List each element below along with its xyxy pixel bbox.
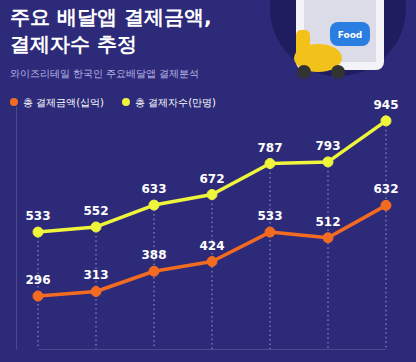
data-label: 945 [373,98,398,112]
annotation: Food [338,30,363,40]
y-axis [16,107,17,350]
series-line [38,205,386,296]
drop-line [328,162,329,349]
wheel [297,65,311,79]
plot-area [33,116,391,349]
marker [381,200,391,210]
marker [323,233,333,243]
data-label: 533 [25,209,50,223]
marker [323,157,333,167]
data-label: 533 [257,209,282,223]
marker [33,291,43,301]
drop-line [386,121,387,349]
data-label: 313 [83,268,108,282]
data-labels: 296 313 388 424 533 512 632 533 552 633 672 787 793 9… [25,98,398,287]
data-label: 633 [141,182,166,196]
drop-line [212,195,213,349]
subtitle: 와이즈리테일 한국인 주요배달앱 결제분석 [10,68,199,79]
data-label: 787 [257,141,282,155]
data-label: 793 [315,139,340,153]
drop-line [270,164,271,349]
legend-label: 총 결제자수(만명) [135,97,216,108]
x-axis-line [39,349,387,350]
title-line: 결제자수 추정 [10,32,137,56]
legend-swatch [10,98,18,106]
drop-line [38,232,39,349]
data-label: 424 [199,239,224,253]
marker [207,190,217,200]
wheel [331,65,345,79]
series-line [38,121,386,232]
chart: Food 주요 배달앱 결제금액, 결제자수 추정와이즈리테일 한국인 주요배달앱 … [0,0,416,362]
marker [265,159,275,169]
marker [149,200,159,210]
data-label: 632 [373,182,398,196]
data-label: 672 [199,172,224,186]
data-label: 552 [83,204,108,218]
legend-item: 총 결제자수(만명) [122,97,216,108]
scooter-front [296,30,310,60]
title-line: 주요 배달앱 결제금액, [10,5,212,29]
marker [33,227,43,237]
data-label: 512 [315,215,340,229]
illustration: Food [270,0,406,79]
legend-item: 총 결제금액(십억) [10,97,104,108]
marker [265,227,275,237]
marker [91,286,101,296]
y-axis-line [16,107,17,350]
marker [381,116,391,126]
legend-label: 총 결제금액(십억) [23,97,104,108]
marker [149,266,159,276]
drop-line [154,205,155,349]
legend-swatch [122,98,130,106]
marker [91,222,101,232]
legend: 총 결제금액(십억) 총 결제자수(만명) [10,97,216,108]
title: 주요 배달앱 결제금액, 결제자수 추정 [10,5,212,56]
data-label: 388 [141,248,166,262]
food-box [330,22,370,46]
illustration-circle [270,0,406,76]
marker [207,257,217,267]
data-label: 296 [25,273,50,287]
